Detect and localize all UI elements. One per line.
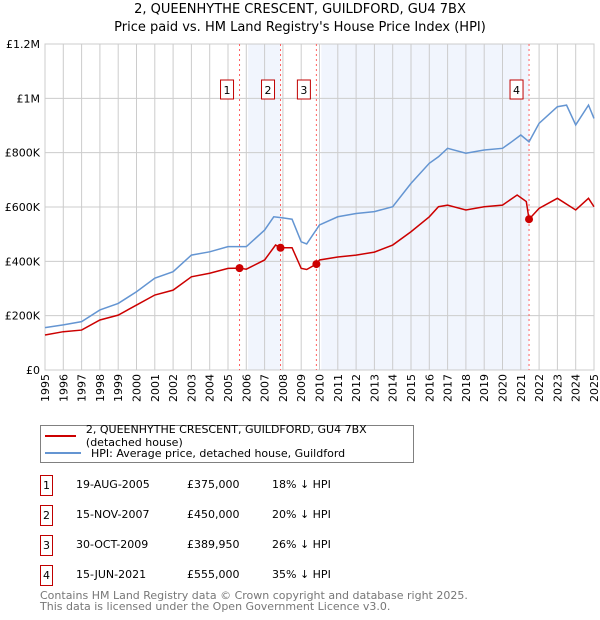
y-tick-label: £800K bbox=[5, 147, 41, 160]
chart-title: 2, QUEENHYTHE CRESCENT, GUILDFORD, GU4 7… bbox=[134, 2, 466, 17]
sale-point bbox=[276, 243, 285, 252]
legend-label: 2, QUEENHYTHE CRESCENT, GUILDFORD, GU4 7… bbox=[85, 423, 367, 449]
sale-hpi-diff: 35% ↓ HPI bbox=[272, 568, 331, 581]
legend-swatch-blue bbox=[45, 452, 81, 454]
x-tick-label: 1995 bbox=[39, 374, 52, 402]
sale-date: 19-AUG-2005 bbox=[76, 478, 150, 491]
sale-number: 4 bbox=[40, 565, 53, 586]
sale-number: 2 bbox=[40, 505, 53, 526]
x-tick-label: 2024 bbox=[570, 374, 583, 402]
x-tick-label: 1996 bbox=[57, 374, 70, 402]
legend-item-hpi: HPI: Average price, detached house, Guil… bbox=[45, 446, 345, 460]
legend-item-property: 2, QUEENHYTHE CRESCENT, GUILDFORD, GU4 7… bbox=[45, 423, 413, 449]
sale-price: £555,000 bbox=[187, 568, 240, 581]
legend: 2, QUEENHYTHE CRESCENT, GUILDFORD, GU4 7… bbox=[40, 423, 414, 463]
plot-border bbox=[44, 43, 595, 371]
x-tick-label: 2019 bbox=[478, 374, 491, 402]
sale-price: £389,950 bbox=[187, 538, 240, 551]
sale-marker-box bbox=[296, 79, 311, 100]
sale-marker-box bbox=[220, 79, 235, 100]
x-tick-label: 1998 bbox=[94, 374, 107, 402]
sale-marker-number: 4 bbox=[513, 84, 520, 97]
plot-area: 1995 1996 1997 1998 1999 2000 2001 2002 2003 2004… bbox=[5, 38, 600, 402]
sale-date: 15-NOV-2007 bbox=[76, 508, 150, 521]
sale-number: 1 bbox=[40, 475, 53, 496]
footer-line-1: Contains HM Land Registry data © Crown c… bbox=[40, 589, 468, 602]
x-tick-label: 2002 bbox=[167, 374, 180, 402]
x-tick-label: 2005 bbox=[222, 374, 235, 402]
x-tick-label: 2020 bbox=[497, 374, 510, 402]
y-tick-label: £0 bbox=[26, 364, 40, 377]
chart-subtitle: Price paid vs. HM Land Registry's House … bbox=[114, 20, 486, 35]
x-tick-label: 2017 bbox=[442, 374, 455, 402]
sale-hpi-diff: 26% ↓ HPI bbox=[272, 538, 331, 551]
x-tick-label: 2021 bbox=[515, 374, 528, 402]
x-tick-label: 1997 bbox=[76, 374, 89, 402]
sale-price: £375,000 bbox=[187, 478, 240, 491]
y-tick-label: £600K bbox=[5, 201, 41, 214]
x-tick-label: 2001 bbox=[149, 374, 162, 402]
sale-point bbox=[525, 215, 534, 224]
x-tick-label: 2009 bbox=[295, 374, 308, 402]
sale-marker-box bbox=[261, 79, 276, 100]
x-tick-label: 2025 bbox=[588, 374, 600, 402]
x-tick-label: 2008 bbox=[277, 374, 290, 402]
x-tick-label: 1999 bbox=[112, 374, 125, 402]
sale-date: 30-OCT-2009 bbox=[76, 538, 149, 551]
sale-marker-number: 1 bbox=[224, 84, 231, 97]
x-tick-label: 2018 bbox=[460, 374, 473, 402]
x-tick-label: 2000 bbox=[131, 374, 144, 402]
y-tick-label: £200K bbox=[5, 310, 41, 323]
x-tick-label: 2013 bbox=[368, 374, 381, 402]
x-tick-label: 2023 bbox=[551, 374, 564, 402]
x-tick-label: 2016 bbox=[423, 374, 436, 402]
x-tick-label: 2010 bbox=[314, 374, 327, 402]
x-tick-label: 2015 bbox=[405, 374, 418, 402]
y-tick-label: £1M bbox=[17, 92, 41, 105]
x-tick-label: 2006 bbox=[240, 374, 253, 402]
sale-date: 15-JUN-2021 bbox=[76, 568, 147, 581]
x-tick-label: 2011 bbox=[332, 374, 345, 402]
legend-swatch-red bbox=[45, 435, 76, 437]
x-tick-label: 2014 bbox=[387, 374, 400, 402]
footer-line-2: This data is licensed under the Open Gov… bbox=[40, 600, 391, 613]
sale-marker-number: 3 bbox=[300, 84, 307, 97]
x-tick-label: 2012 bbox=[350, 374, 363, 402]
sale-point bbox=[312, 260, 321, 269]
sale-hpi-diff: 20% ↓ HPI bbox=[272, 508, 331, 521]
y-tick-label: £1.2M bbox=[6, 38, 40, 51]
sale-hpi-diff: 18% ↓ HPI bbox=[272, 478, 331, 491]
x-tick-label: 2004 bbox=[204, 374, 217, 402]
sale-point bbox=[235, 264, 244, 273]
sale-marker-number: 2 bbox=[265, 84, 272, 97]
legend-label: HPI: Average price, detached house, Guil… bbox=[91, 446, 346, 460]
x-tick-label: 2022 bbox=[533, 374, 546, 402]
x-tick-label: 2003 bbox=[185, 374, 198, 402]
x-tick-label: 2007 bbox=[259, 374, 272, 402]
y-tick-label: £400K bbox=[5, 255, 41, 268]
sale-marker-box bbox=[509, 79, 524, 100]
sale-price: £450,000 bbox=[187, 508, 240, 521]
series-line-hpi bbox=[44, 103, 595, 329]
sale-number: 3 bbox=[40, 535, 53, 556]
